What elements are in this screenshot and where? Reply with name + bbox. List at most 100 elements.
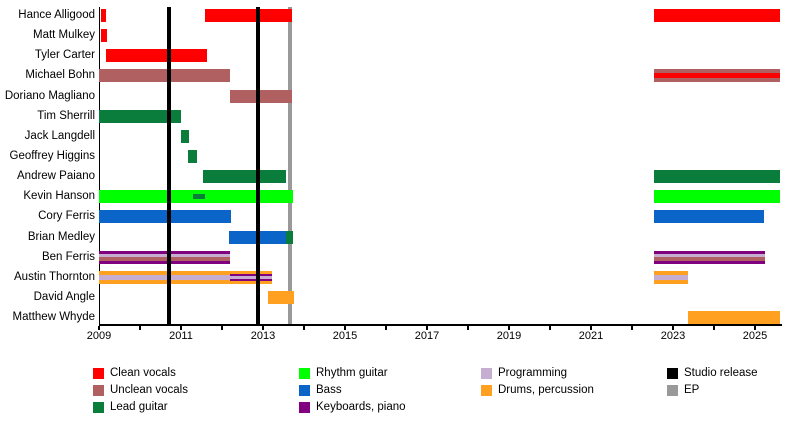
clean-legend-swatch [93,367,104,379]
legend-label: Clean vocals [110,367,176,379]
timeline-bar [267,291,295,304]
axis-tick-label: 2023 [660,330,686,342]
legend-label: Programming [498,367,568,379]
legend-item: Studio release [667,367,758,379]
legend-item: Unclean vocals [93,384,188,396]
timeline-bar [654,170,780,183]
x-axis-line [99,324,782,326]
legend-label: Lead guitar [110,401,168,413]
drums-legend-swatch [481,384,492,396]
legend-label: Rhythm guitar [316,367,388,379]
member-label: David Angle [33,291,95,303]
timeline-bar [203,170,286,183]
bass-legend-swatch [299,384,310,396]
axis-tick [590,326,592,330]
timeline-bar [181,130,190,143]
timeline-bar [285,231,293,244]
axis-tick [713,326,715,330]
axis-tick-label: 2017 [414,330,440,342]
legend-item: Lead guitar [93,401,168,413]
studio-release-line [256,7,261,324]
timeline-bar [688,311,780,324]
axis-tick [467,326,469,330]
axis-tick [221,326,223,330]
member-label: Andrew Paiano [17,170,95,182]
y-axis-line [99,7,100,324]
studio-release-line [167,7,172,324]
role-stripe [99,257,231,261]
legend-item: Rhythm guitar [299,367,388,379]
member-label: Hance Alligood [18,9,95,21]
role-stripe [230,276,272,279]
studio-legend-swatch [667,367,678,379]
timeline-bar [205,9,293,22]
timeline-bar [654,190,780,203]
member-label: Tim Sherrill [37,110,95,122]
member-label: Kevin Hanson [23,190,95,202]
legend-label: Studio release [684,367,758,379]
axis-tick [426,326,428,330]
axis-tick-label: 2015 [332,330,358,342]
member-label: Michael Bohn [25,69,95,81]
member-label: Austin Thornton [14,271,95,283]
axis-tick [508,326,510,330]
role-stripe [99,254,231,257]
role-stripe [230,279,272,281]
axis-tick [98,326,100,330]
timeline-bar [99,69,231,82]
legend-item: Drums, percussion [481,384,594,396]
timeline-bar [230,90,293,103]
axis-tick [385,326,387,330]
ep-release-line [288,7,293,324]
axis-tick-label: 2021 [578,330,604,342]
axis-tick [303,326,305,330]
member-label: Matthew Whyde [12,311,95,323]
member-label: Geoffrey Higgins [9,150,95,162]
member-label: Jack Langdell [24,130,95,142]
legend-item: Clean vocals [93,367,176,379]
axis-tick [754,326,756,330]
member-label: Tyler Carter [34,49,95,61]
timeline-bar [99,110,181,123]
timeline-bar [101,29,108,42]
role-stripe [654,73,780,78]
axis-tick [262,326,264,330]
member-label: Brian Medley [27,231,95,243]
role-stripe [654,254,765,257]
axis-tick [549,326,551,330]
axis-tick-label: 2013 [250,330,276,342]
timeline-bar [99,210,232,223]
axis-tick [180,326,182,330]
unclean-legend-swatch [93,384,104,396]
role-stripe [654,257,765,261]
member-label: Doriano Magliano [4,90,95,102]
lead-legend-swatch [93,401,104,413]
timeline-bar [101,9,106,22]
legend-label: EP [684,384,700,396]
member-label: Cory Ferris [38,210,95,222]
legend-item: EP [667,384,699,396]
axis-tick-label: 2025 [742,330,768,342]
timeline-bar [654,9,780,22]
axis-tick [139,326,141,330]
programming-legend-swatch [481,367,492,379]
legend-label: Drums, percussion [498,384,594,396]
role-stripe [654,275,689,280]
axis-tick-label: 2009 [86,330,112,342]
role-stripe [192,194,206,199]
legend-label: Unclean vocals [110,384,188,396]
member-label: Matt Mulkey [33,29,95,41]
axis-tick [672,326,674,330]
axis-tick-label: 2011 [169,330,193,342]
role-stripe [99,275,231,280]
rhythm-legend-swatch [299,367,310,379]
axis-tick [344,326,346,330]
legend-item: Keyboards, piano [299,401,406,413]
ep-legend-swatch [667,384,678,396]
member-label: Ben Ferris [41,251,95,263]
axis-tick-label: 2019 [496,330,522,342]
legend-item: Bass [299,384,342,396]
timeline-bar [654,210,764,223]
legend-item: Programming [481,367,567,379]
